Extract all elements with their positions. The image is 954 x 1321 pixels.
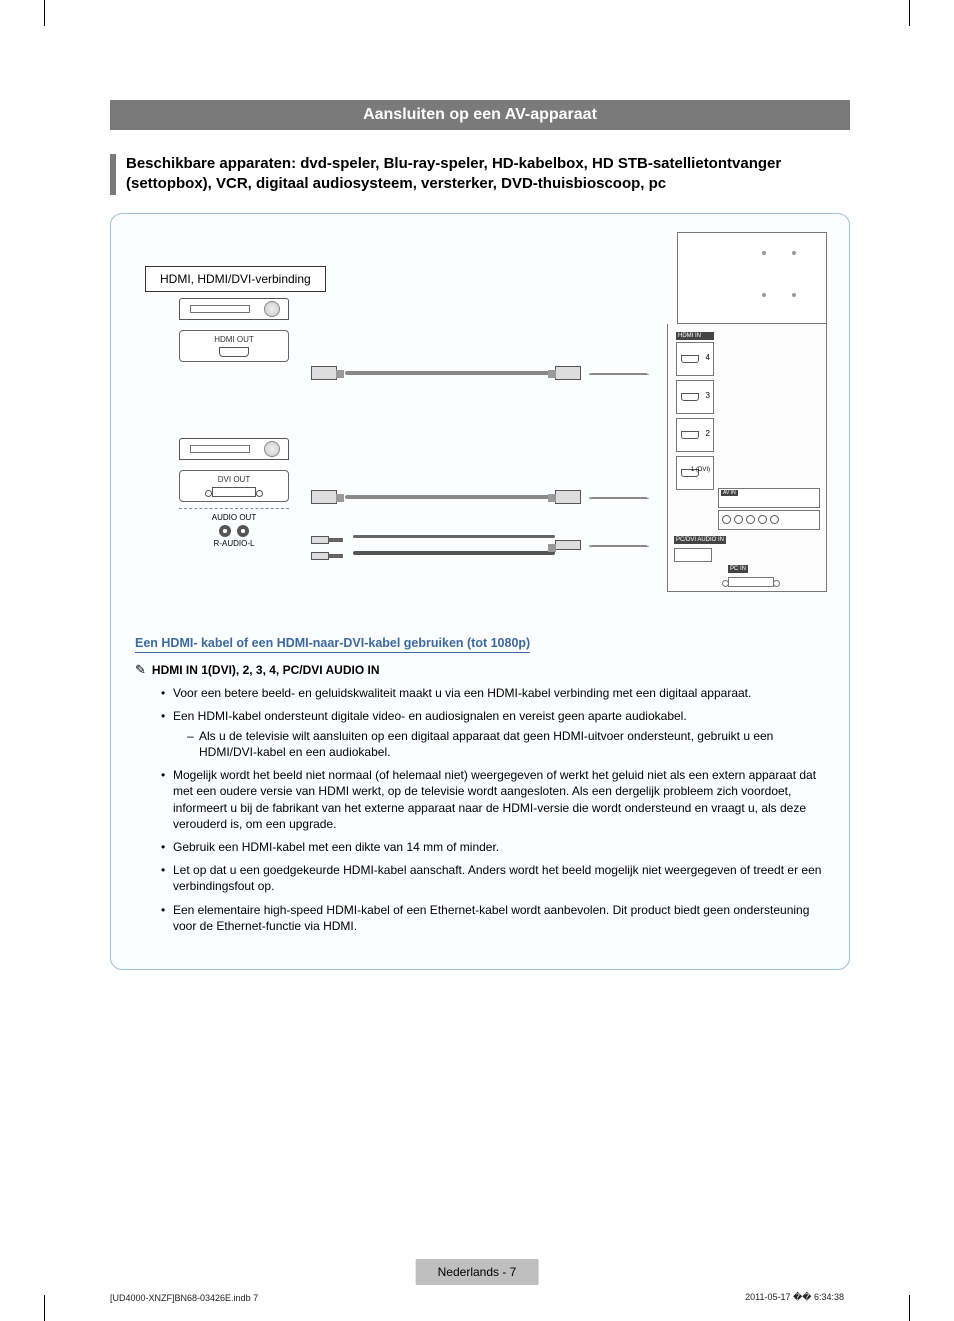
hdmi-out-label: HDMI OUT [214,335,254,344]
av-in-strip: AV IN [718,488,820,508]
content-area: Aansluiten op een AV-apparaat Beschikbar… [110,100,850,970]
source-device-dvi: DVI OUT AUDIO OUT R-AUDIO-L [179,438,289,548]
section-title-wrap: Een HDMI- kabel of een HDMI-naar-DVI-kab… [133,630,827,663]
pc-in-block: PC IN [728,557,798,587]
note-icon: ✎ [135,663,146,676]
banner-title: Aansluiten op een AV-apparaat [363,106,597,123]
list-item: Een HDMI-kabel ondersteunt digitale vide… [161,708,827,761]
list-item: Voor een betere beeld- en geluidskwalite… [161,685,827,701]
hdmi-slot: 4 [676,342,714,376]
pcdvi-audio-label: PC/DVI AUDIO IN [674,536,726,544]
subtitle-line2: (settopbox), VCR, digitaal audiosysteem,… [126,175,666,192]
source-device-hdmi: HDMI OUT [179,298,289,362]
tv-port-panel: HDMI IN 4 3 2 1 (DVI) AV IN PC/DVI AUD [667,324,827,592]
crop-mark [44,0,45,26]
pc-in-port [728,577,774,587]
audio-out-port: AUDIO OUT R-AUDIO-L [179,508,289,548]
page-label: Nederlands - 7 [438,1265,517,1279]
info-panel: HDMI, HDMI/DVI-verbinding HDMI OUT DVI O… [110,213,850,970]
hdmi-plug-icon [311,366,337,380]
list-item: Mogelijk wordt het beeld niet normaal (o… [161,767,827,832]
dvi-out-port: DVI OUT [179,470,289,502]
crop-mark [44,1295,45,1321]
subtitle-line1: Beschikbare apparaten: dvd-speler, Blu-r… [126,155,781,172]
note-line: ✎ HDMI IN 1(DVI), 2, 3, 4, PC/DVI AUDIO … [135,663,827,677]
audio-cable [353,551,555,555]
list-item: Een elementaire high-speed HDMI-kabel of… [161,902,827,934]
hdmi-in-label: HDMI IN [676,332,714,340]
connection-diagram: HDMI, HDMI/DVI-verbinding HDMI OUT DVI O… [133,232,827,622]
audio-cable [353,535,555,538]
audio-out-label: AUDIO OUT [212,513,256,522]
list-item: Gebruik een HDMI-kabel met een dikte van… [161,839,827,855]
hdmi-out-port: HDMI OUT [179,330,289,362]
dvi-out-label: DVI OUT [218,475,250,484]
hdmi-slot: 2 [676,418,714,452]
hdmi-slot: 1 (DVI) [676,456,714,490]
subtitle-text: Beschikbare apparaten: dvd-speler, Blu-r… [126,154,781,195]
crop-mark [909,0,910,26]
crop-mark [909,1295,910,1321]
tv-back-panel: HDMI IN 4 3 2 1 (DVI) AV IN PC/DVI AUD [637,232,827,592]
subtitle-accent-bar [110,154,116,195]
hdmi-dvi-cable [345,495,555,499]
section-banner: Aansluiten op een AV-apparaat [110,100,850,130]
doc-timestamp: 2011-05-17 �� 6:34:38 [745,1292,844,1303]
hdmi-slot: 3 [676,380,714,414]
hdmi-plug-icon [555,366,581,380]
list-item: Als u de televisie wilt aansluiten op ee… [187,728,827,760]
hdmi-plug-icon [311,490,337,504]
audio-plug-icon [311,548,351,556]
connection-type-label: HDMI, HDMI/DVI-verbinding [145,266,326,292]
hdmi-in-column: HDMI IN 4 3 2 1 (DVI) [676,332,714,494]
page: Aansluiten op een AV-apparaat Beschikbar… [0,0,954,1321]
bullet-list: Voor een betere beeld- en geluidskwalite… [161,685,827,934]
component-strip [718,510,820,530]
list-item: Let op dat u een goedgekeurde HDMI-kabel… [161,862,827,894]
hdmi-cable [345,371,555,375]
doc-reference: [UD4000-XNZF]BN68-03426E.indb 7 [110,1293,258,1303]
note-text: HDMI IN 1(DVI), 2, 3, 4, PC/DVI AUDIO IN [152,663,380,677]
r-audio-l-label: R-AUDIO-L [214,539,255,548]
subtitle-block: Beschikbare apparaten: dvd-speler, Blu-r… [110,154,850,195]
hdmi-plug-icon [555,490,581,504]
sub-list: Als u de televisie wilt aansluiten op ee… [187,728,827,760]
section-title: Een HDMI- kabel of een HDMI-naar-DVI-kab… [135,636,530,653]
audio-plug-icon [311,532,351,540]
tv-outer-frame [677,232,827,324]
page-number-pill: Nederlands - 7 [416,1259,539,1285]
audio-jack-icon [555,540,581,550]
pcdvi-audio-port [674,548,712,562]
